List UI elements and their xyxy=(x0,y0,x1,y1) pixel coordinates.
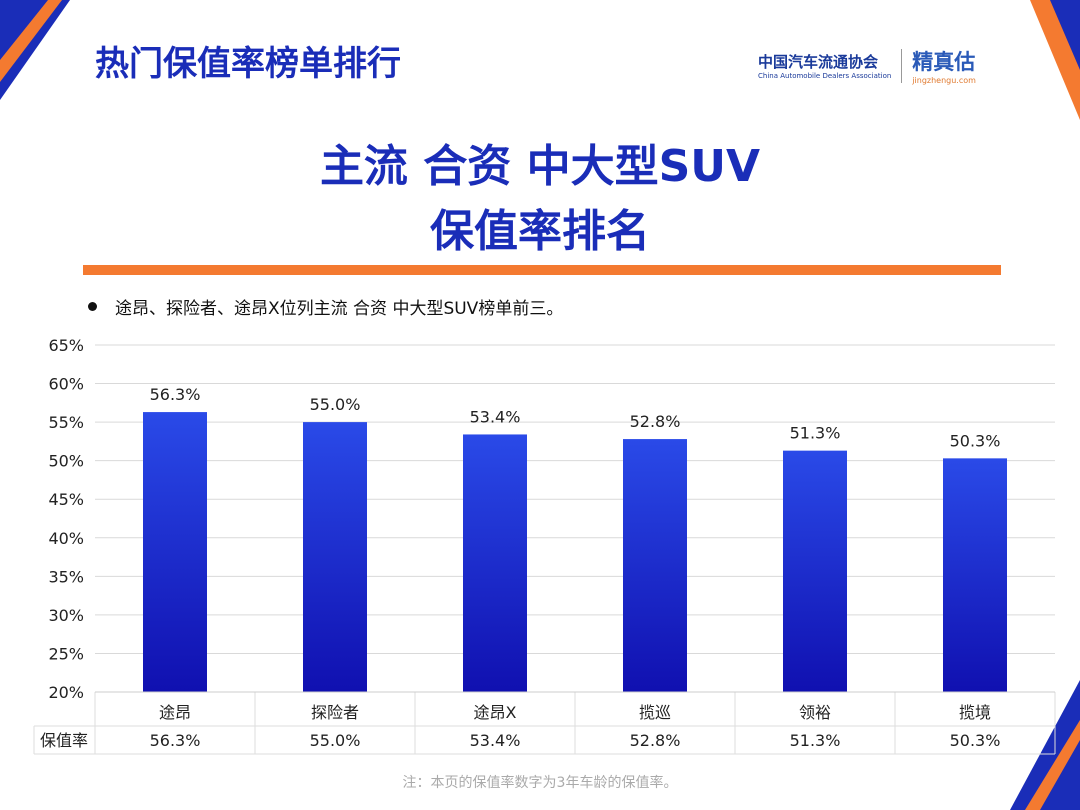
category-label: 途昂X xyxy=(474,703,517,722)
data-label: 53.4% xyxy=(470,407,521,426)
data-label: 50.3% xyxy=(950,431,1001,450)
y-tick-label: 35% xyxy=(48,567,84,586)
table-value: 51.3% xyxy=(790,731,841,750)
table-value: 53.4% xyxy=(470,731,521,750)
table-value: 50.3% xyxy=(950,731,1001,750)
data-label: 52.8% xyxy=(630,412,681,431)
category-label: 揽境 xyxy=(959,703,991,722)
category-label: 领裕 xyxy=(799,703,831,722)
page-title: 热门保值率榜单排行 xyxy=(95,44,401,84)
bar xyxy=(943,458,1007,692)
table-value: 55.0% xyxy=(310,731,361,750)
cada-logo: 中国汽车流通协会 China Automobile Dealers Associa… xyxy=(758,53,892,80)
jingzhengu-logo: 精真估 jingzhengu.com xyxy=(912,50,976,85)
category-label: 途昂 xyxy=(159,703,191,722)
table-row-label: 保值率 xyxy=(40,731,88,750)
y-tick-label: 50% xyxy=(48,452,84,471)
y-tick-label: 30% xyxy=(48,606,84,625)
data-label: 51.3% xyxy=(790,424,841,443)
y-tick-label: 55% xyxy=(48,413,84,432)
y-tick-label: 25% xyxy=(48,644,84,663)
accent-divider xyxy=(83,265,1001,275)
bar-chart: 20% 25% 30% 35% 40% 45% 50% 55% 60% 65% 56.3% 途昂 56.… xyxy=(33,336,1056,755)
footnote: 注：本页的保值率数字为3年车龄的保值率。 xyxy=(402,775,678,791)
corner-decoration-top-left xyxy=(0,0,70,100)
data-label: 55.0% xyxy=(310,395,361,414)
bullet-icon xyxy=(88,302,97,311)
y-tick-label: 60% xyxy=(48,375,84,394)
table-value: 56.3% xyxy=(150,731,201,750)
heading-line2: 保值率排名 xyxy=(430,206,650,257)
bullet-point: 途昂、探险者、途昂X位列主流 合资 中大型SUV榜单前三。 xyxy=(88,294,563,319)
y-tick-label: 65% xyxy=(48,336,84,355)
bar xyxy=(463,434,527,692)
category-label: 揽巡 xyxy=(639,703,671,722)
bar xyxy=(783,450,847,692)
category-label: 探险者 xyxy=(311,703,359,722)
heading-line1: 主流 合资 中大型SUV xyxy=(319,141,761,192)
bar xyxy=(303,422,367,692)
table-value: 52.8% xyxy=(630,731,681,750)
y-tick-label: 40% xyxy=(48,529,84,548)
logo: 中国汽车流通协会 China Automobile Dealers Associa… xyxy=(758,46,976,85)
data-label: 56.3% xyxy=(150,385,201,404)
y-tick-label: 20% xyxy=(48,683,84,702)
y-tick-label: 45% xyxy=(48,490,84,509)
bar xyxy=(143,412,207,692)
bar xyxy=(623,439,687,692)
corner-decoration-top-right xyxy=(1030,0,1080,120)
